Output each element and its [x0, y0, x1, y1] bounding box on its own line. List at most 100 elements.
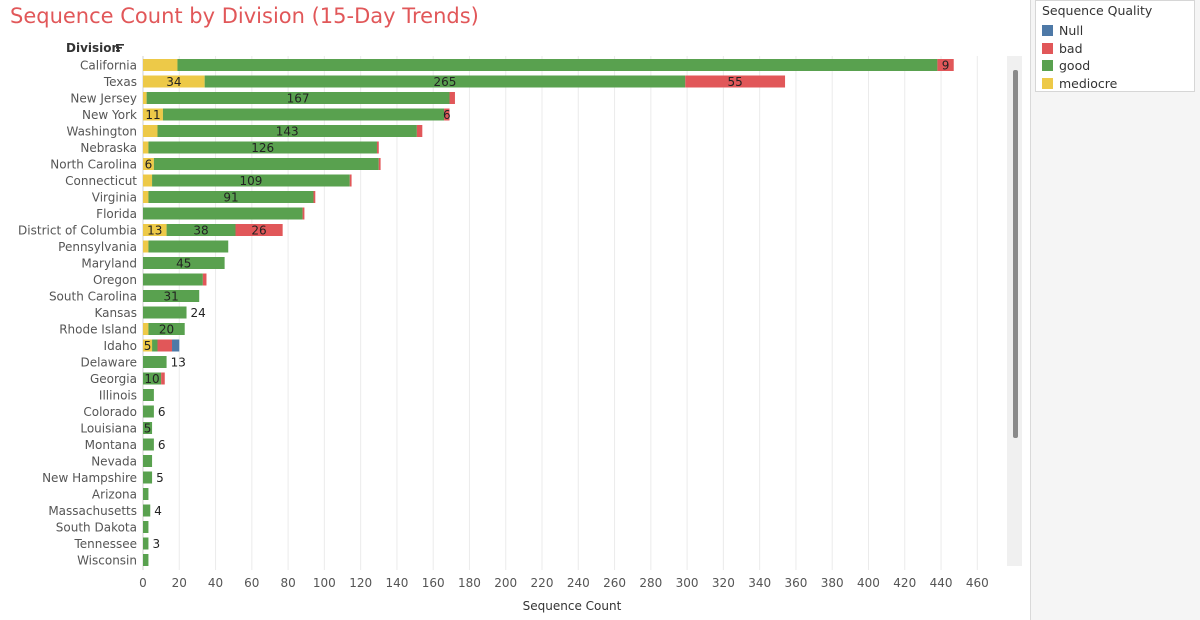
bar-segment-good[interactable]	[152, 174, 350, 187]
x-tick-label: 400	[857, 576, 880, 590]
bar-segment-good[interactable]	[162, 108, 445, 121]
legend-title: Sequence Quality	[1042, 3, 1153, 18]
bar-segment-mediocre[interactable]	[143, 323, 149, 335]
bar-segment-good[interactable]	[152, 339, 158, 352]
bar-segment-good[interactable]	[143, 455, 153, 467]
data-label: 26	[251, 224, 266, 238]
legend: Sequence Quality Null bad good mediocre	[1035, 0, 1195, 92]
bar-segment-mediocre[interactable]	[143, 59, 178, 71]
category-label: Georgia	[90, 372, 137, 386]
bar-segment-bad[interactable]	[449, 92, 455, 104]
scrollbar-thumb[interactable]	[1013, 70, 1018, 438]
bar-segment-good[interactable]	[143, 356, 167, 368]
bar-segment-good[interactable]	[143, 521, 149, 533]
bar-segment-mediocre[interactable]	[143, 158, 154, 170]
bar-segment-bad[interactable]	[685, 75, 786, 88]
data-label: 55	[728, 75, 743, 89]
bar-segment-good[interactable]	[143, 389, 154, 401]
bar-segment-good[interactable]	[148, 191, 314, 203]
legend-label-null: Null	[1059, 23, 1084, 39]
x-tick-label: 420	[893, 576, 916, 590]
x-tick-label: 60	[244, 576, 259, 590]
bar-segment-bad[interactable]	[416, 125, 423, 137]
x-tick-label: 380	[821, 576, 844, 590]
x-tick-label: 80	[280, 576, 295, 590]
x-tick-labels: 0 20 40 60 80 100 120 140 160 180 200 220 240 260 280 3…	[139, 576, 989, 590]
category-label: Colorado	[83, 405, 137, 419]
bar-segment-good[interactable]	[143, 488, 149, 500]
data-label: 20	[159, 323, 174, 337]
bar-segment-good[interactable]	[143, 471, 153, 484]
bar-segment-good[interactable]	[148, 141, 377, 154]
bar-segment-mediocre[interactable]	[143, 191, 149, 203]
bar-segment-mediocre[interactable]	[143, 92, 147, 104]
bar-segment-good[interactable]	[157, 125, 417, 137]
bar-segment-mediocre[interactable]	[143, 339, 153, 352]
swatch-mediocre	[1042, 77, 1053, 89]
bar-segment-good[interactable]	[177, 59, 938, 71]
bar-segment-good[interactable]	[204, 75, 686, 88]
category-label: Idaho	[104, 339, 137, 353]
bar-segment-good[interactable]	[148, 323, 185, 335]
bar-segment-good[interactable]	[143, 257, 225, 269]
bar-segment-bad[interactable]	[235, 224, 283, 236]
category-label: South Carolina	[49, 290, 137, 304]
bar-segment-good[interactable]	[166, 224, 236, 236]
legend-item-null[interactable]: Null	[1036, 22, 1194, 40]
sort-icon[interactable]	[116, 44, 124, 52]
category-label: Florida	[96, 207, 137, 221]
bar-segment-null[interactable]	[172, 339, 180, 352]
bar-segment-bad[interactable]	[202, 273, 207, 286]
data-label: 31	[163, 290, 178, 304]
bar-segment-bad[interactable]	[444, 108, 450, 121]
data-label: 5	[144, 339, 152, 353]
bar-segment-mediocre[interactable]	[143, 141, 149, 154]
bar-segment-good[interactable]	[143, 422, 153, 434]
category-label: Texas	[103, 75, 137, 89]
bar-segment-good[interactable]	[143, 372, 162, 385]
bar-segment-bad[interactable]	[378, 158, 381, 170]
bar-segment-good[interactable]	[146, 92, 450, 104]
bar-segment-mediocre[interactable]	[143, 75, 205, 88]
bar-segment-good[interactable]	[143, 504, 151, 517]
bar-segment-mediocre[interactable]	[143, 240, 149, 253]
x-axis-title: Sequence Count	[523, 599, 622, 613]
bar-segment-bad[interactable]	[302, 207, 305, 220]
chart-title: Sequence Count by Division (15-Day Trend…	[10, 4, 479, 28]
data-label: 126	[251, 141, 274, 155]
bars	[143, 59, 954, 566]
legend-item-bad[interactable]: bad	[1036, 40, 1194, 58]
bar-segment-good[interactable]	[143, 405, 154, 418]
legend-label-good: good	[1059, 58, 1091, 74]
bar-segment-bad[interactable]	[161, 372, 165, 385]
x-tick-label: 140	[385, 576, 408, 590]
x-tick-label: 120	[349, 576, 372, 590]
bar-segment-bad[interactable]	[937, 59, 954, 71]
legend-item-mediocre[interactable]: mediocre	[1036, 75, 1194, 93]
bar-segment-mediocre[interactable]	[143, 224, 167, 236]
bar-segment-bad[interactable]	[157, 339, 173, 352]
category-label: Arizona	[92, 488, 137, 502]
bar-segment-bad[interactable]	[349, 174, 352, 187]
bar-segment-good[interactable]	[143, 306, 187, 319]
bar-segment-good[interactable]	[143, 554, 149, 566]
bar-segment-good[interactable]	[143, 273, 203, 286]
bar-segment-good[interactable]	[153, 158, 379, 170]
bar-segment-bad[interactable]	[313, 191, 316, 203]
bar-segment-mediocre[interactable]	[143, 108, 163, 121]
bar-segment-good[interactable]	[143, 537, 149, 550]
bar-segment-good[interactable]	[143, 207, 303, 220]
bar-segment-good[interactable]	[143, 438, 154, 451]
x-tick-label: 360	[784, 576, 807, 590]
bar-segment-mediocre[interactable]	[143, 125, 158, 137]
x-tick-label: 20	[172, 576, 187, 590]
bar-segment-good[interactable]	[143, 290, 200, 302]
bar-segment-bad[interactable]	[376, 141, 379, 154]
legend-item-good[interactable]: good	[1036, 57, 1194, 75]
swatch-null	[1042, 25, 1053, 37]
data-label: 167	[287, 92, 310, 106]
bar-segment-mediocre[interactable]	[143, 174, 153, 187]
bar-segment-good[interactable]	[148, 240, 229, 253]
category-label: Kansas	[95, 306, 137, 320]
